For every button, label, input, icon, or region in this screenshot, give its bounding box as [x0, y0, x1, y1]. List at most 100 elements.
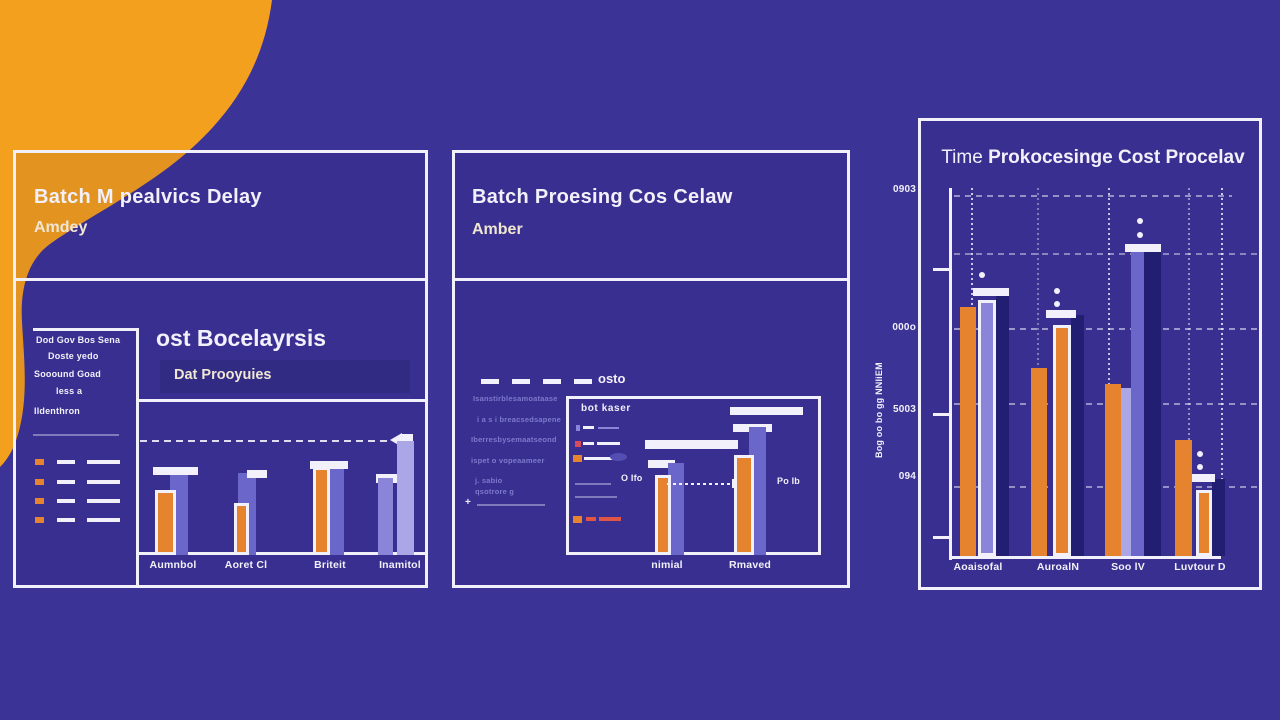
- note-line: Iberresbysemaatseond: [471, 435, 557, 444]
- bar-orange: [1053, 325, 1071, 556]
- y-tick-label: 0903: [892, 184, 916, 195]
- gridline-v: [971, 188, 973, 556]
- note-underline: [477, 504, 545, 506]
- gridline-h: [954, 328, 1257, 330]
- y-tick-label: 000o: [892, 322, 916, 333]
- y-axis-title: Bog oo bo gg NNIiEM: [874, 362, 884, 458]
- y-axis-tick: [933, 536, 949, 539]
- y-tick-label: 5003: [892, 404, 916, 415]
- bar-cap: [1188, 474, 1215, 482]
- sidebar-line: Dod Gov Bos Sena: [36, 335, 121, 345]
- plus-marker: +: [465, 497, 472, 508]
- scatter-dot: [1054, 301, 1060, 307]
- gridline-h: [954, 403, 1257, 405]
- bar-orange: [1105, 384, 1121, 556]
- right-chart-shapes: Aoaisofal AuroalN Soo lV Luvtour D: [921, 121, 1259, 587]
- x-label: Luvtour D: [1174, 561, 1226, 573]
- gridline-v: [1108, 188, 1110, 556]
- scatter-dot: [1137, 218, 1143, 224]
- bar-cap: [1046, 310, 1076, 318]
- title-divider: [16, 278, 425, 281]
- orange-blob-decoration: [0, 0, 272, 467]
- bar-orange: [1031, 368, 1047, 556]
- chart-frame: [136, 399, 425, 555]
- dash-callout-label: osto: [598, 371, 626, 386]
- legend-swatch: [35, 498, 44, 504]
- sidebar-top-border: [33, 328, 136, 331]
- panel-title-rest: Prokocesinge Cost Procelav: [988, 147, 1245, 168]
- note-line: j. sabio: [475, 476, 503, 485]
- y-axis-tick: [933, 268, 949, 271]
- x-label: Briteit: [314, 559, 346, 571]
- chart-subtitle: Dat Prooyuies: [174, 367, 272, 383]
- x-label: AuroalN: [1036, 561, 1080, 573]
- gridline-v: [1037, 188, 1039, 556]
- title-divider: [455, 278, 847, 281]
- scatter-dot: [979, 272, 985, 278]
- bar-lavender: [978, 300, 996, 556]
- sidebar-line: Ildenthron: [34, 406, 80, 416]
- bar-navy: [996, 295, 1009, 556]
- bar-cap: [1125, 244, 1161, 252]
- panel-batch-processing: Batch Proesing Cos Celaw Amber osto bot …: [452, 150, 850, 588]
- sidebar-line: less a: [56, 386, 83, 396]
- panel-title: Batch M pealvics Delay: [34, 186, 262, 208]
- legend-swatch: [35, 517, 44, 523]
- bar-orange: [1196, 490, 1212, 556]
- note-line: Isanstirblesamoataase: [473, 394, 558, 403]
- bar-orange: [960, 307, 976, 556]
- panel-title-prefix: Time: [941, 147, 983, 168]
- legend-dash: [57, 518, 75, 522]
- y-axis-line: [949, 188, 952, 560]
- y-tick-label: 094: [898, 471, 916, 482]
- bar-navy: [1144, 250, 1161, 556]
- panel-title: Time Prokocesinge Cost Procelav: [937, 147, 1249, 169]
- legend-swatch: [35, 459, 44, 465]
- scatter-dot: [1137, 232, 1143, 238]
- panel-subtitle: Amdey: [34, 219, 88, 236]
- y-axis-tick: [933, 413, 949, 416]
- x-label: nimial: [651, 559, 683, 571]
- sidebar-line: Sooound Goad: [34, 369, 101, 379]
- bar-navy: [1212, 479, 1225, 556]
- gridline-v: [1221, 188, 1223, 556]
- x-label: Aoaisofal: [953, 561, 1003, 573]
- gridline-h: [954, 253, 1257, 255]
- x-label: Aumnbol: [149, 559, 197, 571]
- note-line: qsotrore g: [475, 487, 515, 496]
- bar-lavender-light: [1121, 388, 1131, 556]
- legend-dash: [57, 480, 75, 484]
- bar-orange: [1175, 440, 1192, 556]
- legend-line: [87, 518, 120, 522]
- panel-batch-metrics: Batch M pealvics Delay Amdey ost Bocelay…: [13, 150, 428, 588]
- x-label: Rmaved: [728, 559, 772, 571]
- panel-subtitle: Amber: [472, 221, 523, 238]
- legend-dash: [57, 499, 75, 503]
- legend-title: bot kaser: [581, 403, 631, 414]
- legend-line: [87, 460, 120, 464]
- panel-title: Batch Proesing Cos Celaw: [472, 186, 733, 208]
- gridline-h: [954, 195, 1232, 197]
- panel-time-processing-cost: Time Prokocesinge Cost Procelav Aoaisofa…: [918, 118, 1262, 590]
- callout-dashes: [481, 379, 593, 384]
- chart-title: ost Bocelayrsis: [156, 325, 327, 351]
- legend-line: [87, 499, 120, 503]
- bar-cap: [973, 288, 1009, 296]
- legend-swatch: [35, 479, 44, 485]
- chart-subtitle-box: Dat Prooyuies: [160, 360, 410, 393]
- bar-purple: [1131, 252, 1144, 556]
- scatter-dot: [1054, 288, 1060, 294]
- scatter-dot: [1197, 464, 1203, 470]
- sidebar-divider: [33, 434, 119, 436]
- chart-frame: [566, 396, 821, 555]
- legend-line: [87, 480, 120, 484]
- bar-navy: [1071, 315, 1084, 556]
- note-line: i a s i breacsedsapene: [477, 415, 562, 424]
- x-label: Soo lV: [1111, 561, 1145, 573]
- scatter-dot: [1197, 451, 1203, 457]
- x-label: Aoret Cl: [224, 559, 268, 571]
- x-label: Inamitol: [379, 559, 421, 571]
- x-axis-line: [949, 556, 1221, 559]
- sidebar-line: Doste yedo: [48, 351, 99, 361]
